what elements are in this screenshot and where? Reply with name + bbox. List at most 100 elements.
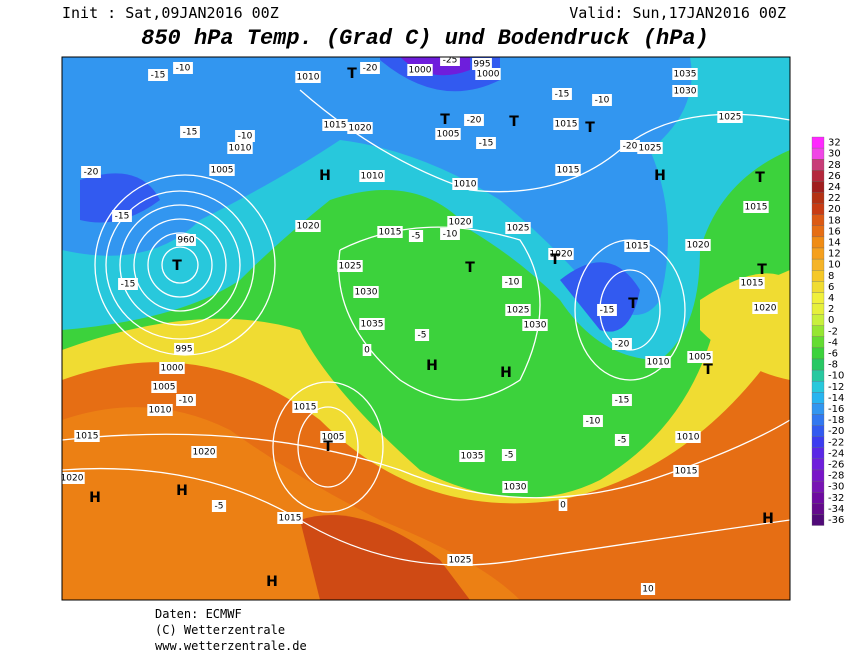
colorbar-label: -8 [828,360,838,371]
label-box [743,201,769,213]
contour-label: 1015 [741,279,764,289]
contour-label: -10 [238,132,253,142]
label-box [447,216,473,228]
colorbar-label: 6 [828,282,834,293]
contour-label: 1020 [193,448,216,458]
contour-label: 1025 [507,306,530,316]
contour-label: 1000 [409,66,432,76]
pressure-center: T [509,114,519,130]
contour-label: -15 [115,212,130,222]
pressure-center: H [89,490,101,506]
colorbar-swatch [811,447,825,460]
colorbar-swatch [811,192,825,204]
contour-label: 1020 [687,241,710,251]
colorbar-label: -2 [828,326,838,337]
url-text: www.wetterzentrale.de [155,639,307,653]
label-box [555,164,581,176]
colorbar-swatch [811,314,825,326]
label-box [673,465,699,477]
contour-label: -20 [363,64,378,74]
colorbar-swatch [811,214,825,226]
colorbar-swatch [811,270,825,282]
contour-label: 1010 [647,358,670,368]
contour-label: 1030 [524,321,547,331]
label-box [476,137,496,149]
colorbar-label: 8 [828,271,834,282]
colorbar-label: 16 [828,226,841,237]
label-box [118,278,138,290]
pressure-center: H [319,168,331,184]
contour-label: 1015 [675,467,698,477]
contour-label: -5 [215,502,224,512]
contour-label: 1025 [507,224,530,234]
label-box [592,94,612,106]
label-box [447,554,473,566]
colorbar-swatch [811,436,825,448]
title: 850 hPa Temp. (Grad C) und Bodendruck (h… [141,26,709,51]
pressure-center: H [426,358,438,374]
label-box [295,71,321,83]
contour-label: -15 [479,139,494,149]
label-box [687,351,713,363]
contour-label: 1010 [297,73,320,83]
label-box [174,343,194,355]
copyright-text: (C) Wetterzentrale [155,623,285,637]
label-box [612,338,632,350]
contour-label: 1005 [437,130,460,140]
colorbar-label: -14 [828,393,844,404]
label-box [148,69,168,81]
contour-label: -10 [586,417,601,427]
contour-label: -15 [615,396,630,406]
contour-label: 1010 [454,180,477,190]
contour-label: 1020 [349,124,372,134]
colorbar-swatch [811,458,825,471]
label-box [612,394,632,406]
colorbar-label: 30 [828,149,841,160]
contour-label: 1025 [639,144,662,154]
pressure-center: H [654,168,666,184]
label-box [159,362,185,374]
pressure-center: T [757,262,767,278]
pressure-center: H [500,365,512,381]
valid-text: Valid: Sun,17JAN2016 00Z [569,4,786,22]
contour-label: 1015 [324,121,347,131]
contour-label: 1035 [674,70,697,80]
label-box [645,356,671,368]
colorbar-swatch [811,136,825,149]
colorbar-swatch [811,480,825,493]
colorbar-swatch [811,369,825,382]
label-box [464,114,484,126]
label-box [675,431,701,443]
colorbar-label: -34 [828,504,844,515]
init-text: Init : Sat,09JAN2016 00Z [62,4,279,22]
colorbar-label: 26 [828,171,841,182]
label-box [359,318,385,330]
contour-label: -10 [443,230,458,240]
contour-label: 1030 [674,87,697,97]
colorbar-swatch [811,325,825,337]
colorbar-label: -6 [828,348,838,359]
label-box [475,68,501,80]
colorbar-label: 32 [828,138,841,149]
map: -10-15 1010 T -20 1000-25 9951000-15-10103510… [62,57,790,600]
colorbar-swatch [811,403,825,415]
colorbar-label: -20 [828,426,844,437]
contour-label: 1025 [449,556,472,566]
label-box [501,449,517,461]
label-box [440,228,460,240]
label-box [624,240,650,252]
contour-label: -20 [615,340,630,350]
colorbar-label: -18 [828,415,844,426]
colorbar-swatch [811,170,825,182]
label-box [147,404,173,416]
colorbar-swatch [811,203,825,215]
contour-label: 960 [177,236,194,246]
label-box [81,166,101,178]
label-box [227,142,253,154]
colorbar-label: -36 [828,515,844,526]
contour-label: 1000 [161,364,184,374]
pressure-center: T [628,296,638,312]
pressure-center: T [347,66,357,82]
colorbar-label: -16 [828,404,844,415]
colorbar-label: 0 [828,315,834,326]
